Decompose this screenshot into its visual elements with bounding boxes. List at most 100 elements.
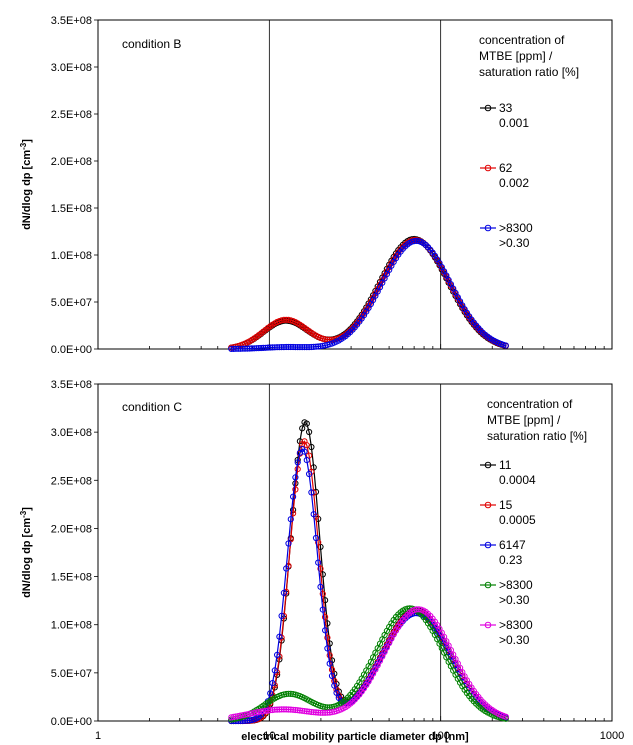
legend-entry-background	[497, 220, 543, 250]
data-point	[276, 706, 283, 713]
data-point	[262, 344, 269, 351]
data-point	[285, 540, 292, 547]
data-point	[244, 345, 251, 352]
data-point	[278, 317, 285, 324]
data-point	[322, 597, 329, 604]
data-point	[283, 343, 290, 351]
x-tick-label: 100	[431, 730, 449, 742]
y-tick-label: 5.0E+07	[51, 297, 92, 309]
data-point	[267, 344, 274, 351]
data-point	[413, 606, 420, 613]
data-point	[274, 706, 281, 713]
y-tick-label: 2.0E+08	[51, 523, 92, 535]
legend-entry-label: >8300	[499, 221, 533, 235]
data-point	[278, 706, 285, 713]
data-point	[237, 345, 244, 352]
legend-entry-background	[497, 160, 543, 190]
data-point	[303, 457, 310, 464]
data-point	[299, 344, 306, 351]
y-tick-label: 3.5E+08	[51, 15, 92, 27]
legend-title-line-3: saturation ratio [%]	[487, 429, 587, 443]
data-point	[285, 706, 292, 713]
series-group	[228, 235, 509, 352]
legend-entry: >8300 >0.30	[480, 617, 543, 647]
panel-condition-b: 0.0E+00 5.0E+07 1.0E+08 1.5E+08 2.0E+08 2.5E+…	[19, 15, 613, 356]
data-point	[287, 690, 294, 698]
legend-entry-label: 15	[499, 498, 513, 512]
data-point	[269, 706, 276, 714]
legend-title-background	[483, 394, 610, 446]
data-point	[280, 344, 287, 351]
data-point	[319, 571, 326, 578]
legend-entry-label: 62	[499, 161, 513, 175]
data-point	[326, 652, 333, 659]
data-point	[230, 345, 237, 352]
x-tick-label: 1	[95, 730, 101, 742]
data-point	[267, 707, 274, 714]
data-point	[299, 425, 306, 432]
legend-swatch-marker	[484, 461, 492, 469]
data-point	[319, 709, 326, 716]
data-point	[324, 634, 331, 641]
series-4	[228, 606, 509, 721]
data-point	[294, 707, 301, 714]
data-point	[303, 442, 310, 449]
data-point	[502, 713, 509, 720]
data-point	[253, 345, 260, 352]
data-point	[269, 344, 276, 351]
legend-entry-label: 33	[499, 101, 513, 115]
y-tick-labels: 0.0E+00 5.0E+07 1.0E+08 1.5E+08 2.0E+08 2.5E+…	[51, 379, 98, 728]
data-point	[322, 336, 329, 343]
legend-entry-label: >8300	[499, 618, 533, 632]
legend-entry: 33 0.001	[480, 100, 543, 130]
data-point	[306, 344, 313, 351]
data-point	[301, 708, 308, 715]
y-axis-label: dN/dlog dp [cm-3]	[19, 507, 34, 598]
data-point	[232, 345, 239, 352]
y-tick-label: 2.0E+08	[51, 156, 92, 168]
y-tick-label: 0.0E+00	[51, 716, 92, 728]
legend-entry-sublabel: >0.30	[499, 633, 530, 647]
data-point	[292, 706, 299, 714]
y-tick-label: 0.0E+00	[51, 344, 92, 356]
data-point	[258, 344, 265, 352]
data-point	[322, 614, 329, 621]
legend: concentration of MTBE [ppm] / saturation…	[475, 30, 610, 250]
data-point	[324, 709, 331, 716]
data-point	[299, 707, 306, 714]
legend-title-line-1: concentration of	[487, 397, 573, 411]
data-point	[319, 606, 326, 613]
legend-entry-background	[497, 617, 543, 647]
data-point	[315, 709, 322, 716]
legend-title-line-2: MTBE [ppm] /	[487, 413, 561, 427]
legend-entry-sublabel: >0.30	[499, 593, 530, 607]
legend-entry-sublabel: 0.002	[499, 176, 529, 190]
y-tick-label: 1.5E+08	[51, 203, 92, 215]
data-point	[246, 345, 253, 352]
data-point	[317, 565, 324, 572]
y-tick-label: 5.0E+07	[51, 668, 92, 680]
legend-swatch-marker	[484, 104, 492, 112]
data-point	[280, 706, 287, 713]
data-point	[271, 667, 278, 674]
grid	[268, 384, 442, 721]
data-point	[322, 627, 329, 634]
y-tick-label: 3.0E+08	[51, 427, 92, 439]
data-point	[315, 559, 322, 566]
legend-entry: >8300 >0.30	[480, 577, 543, 607]
data-point	[303, 708, 310, 715]
y-tick-label: 2.5E+08	[51, 109, 92, 121]
data-point	[264, 344, 271, 351]
data-point	[264, 707, 271, 714]
legend-swatch-marker	[484, 581, 492, 589]
data-point	[306, 428, 313, 436]
y-tick-label: 1.0E+08	[51, 250, 92, 262]
legend-entry-background	[497, 577, 543, 607]
data-point	[326, 660, 333, 667]
data-point	[301, 448, 308, 455]
data-point	[411, 238, 418, 245]
data-point	[333, 689, 340, 696]
data-point	[280, 691, 287, 698]
data-point	[228, 714, 235, 721]
